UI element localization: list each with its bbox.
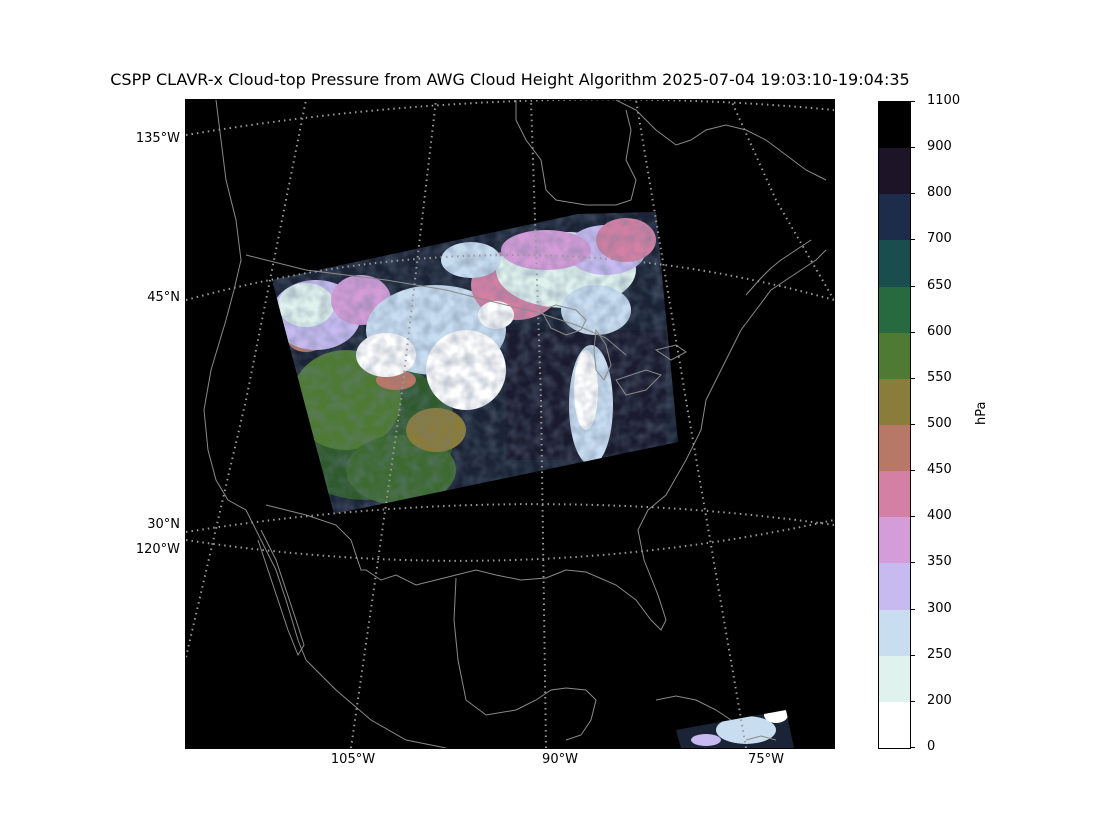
- colorbar-segment: [879, 425, 910, 472]
- lat-label-30n: 30°N: [147, 517, 180, 532]
- colorbar-segment: [879, 378, 910, 426]
- colorbar-tick: [910, 562, 915, 564]
- lon-label-75w: 75°W: [748, 752, 784, 767]
- lat-label-45n: 45°N: [147, 290, 180, 305]
- colorbar-segment: [879, 609, 910, 657]
- colorbar-segment: [879, 286, 910, 334]
- colorbar-units-label: hPa: [974, 401, 989, 425]
- colorbar-segment: [879, 701, 910, 749]
- colorbar-tick-label: 400: [927, 508, 952, 524]
- colorbar-segment: [879, 332, 910, 380]
- colorbar-segment: [879, 102, 910, 149]
- colorbar-segment: [879, 194, 910, 241]
- colorbar-segment: [879, 471, 910, 518]
- colorbar-segment: [879, 655, 910, 703]
- map-panel[interactable]: [186, 100, 834, 748]
- lon-label-90w: 90°W: [542, 752, 578, 767]
- colorbar-tick-label: 350: [927, 554, 952, 570]
- colorbar-tick: [910, 608, 915, 610]
- colorbar-tick-label: 0: [927, 739, 936, 754]
- colorbar-tick: [910, 424, 915, 425]
- colorbar-tick-label: 550: [927, 369, 952, 385]
- lat-label-120w: 120°W: [135, 542, 180, 557]
- colorbar-tick: [910, 700, 915, 702]
- colorbar-segment: [879, 517, 910, 564]
- cloud-swath-fragment: [676, 710, 794, 748]
- colorbar-tick: [910, 147, 915, 149]
- colorbar-tick-label: 300: [927, 600, 952, 616]
- lat-label-135w: 135°W: [135, 131, 180, 146]
- colorbar-tick: [910, 377, 915, 379]
- map-title: CSPP CLAVR-x Cloud-top Pressure from AWG…: [110, 70, 910, 89]
- colorbar-tick-label: 450: [927, 462, 952, 478]
- colorbar-segment: [879, 148, 910, 195]
- colorbar-tick-label: 250: [927, 646, 952, 662]
- graticule: [186, 100, 834, 748]
- lon-label-105w: 105°W: [330, 752, 376, 767]
- colorbar-tick-label: 200: [927, 692, 952, 708]
- colorbar-tick: [910, 193, 915, 195]
- colorbar-tick: [910, 747, 915, 748]
- colorbar-tick-label: 500: [927, 416, 952, 431]
- colorbar-segment: [879, 563, 910, 611]
- colorbar-tick: [910, 285, 915, 287]
- colorbar-tick: [910, 101, 915, 102]
- colorbar-tick: [910, 239, 915, 241]
- colorbar: [878, 101, 911, 749]
- colorbar-tick: [910, 331, 915, 333]
- cloud-swath: [272, 212, 678, 514]
- colorbar-tick: [910, 654, 915, 656]
- map-canvas: [186, 100, 834, 748]
- colorbar-tick-label: 650: [927, 277, 952, 293]
- colorbar-tick-label: 800: [927, 185, 952, 201]
- colorbar-tick-label: 900: [927, 139, 952, 155]
- colorbar-tick: [910, 516, 915, 518]
- colorbar-tick-label: 700: [927, 231, 952, 247]
- colorbar-tick-label: 1100: [927, 93, 961, 108]
- colorbar-tick: [910, 470, 915, 472]
- colorbar-segment: [879, 240, 910, 288]
- colorbar-tick-label: 600: [927, 323, 952, 339]
